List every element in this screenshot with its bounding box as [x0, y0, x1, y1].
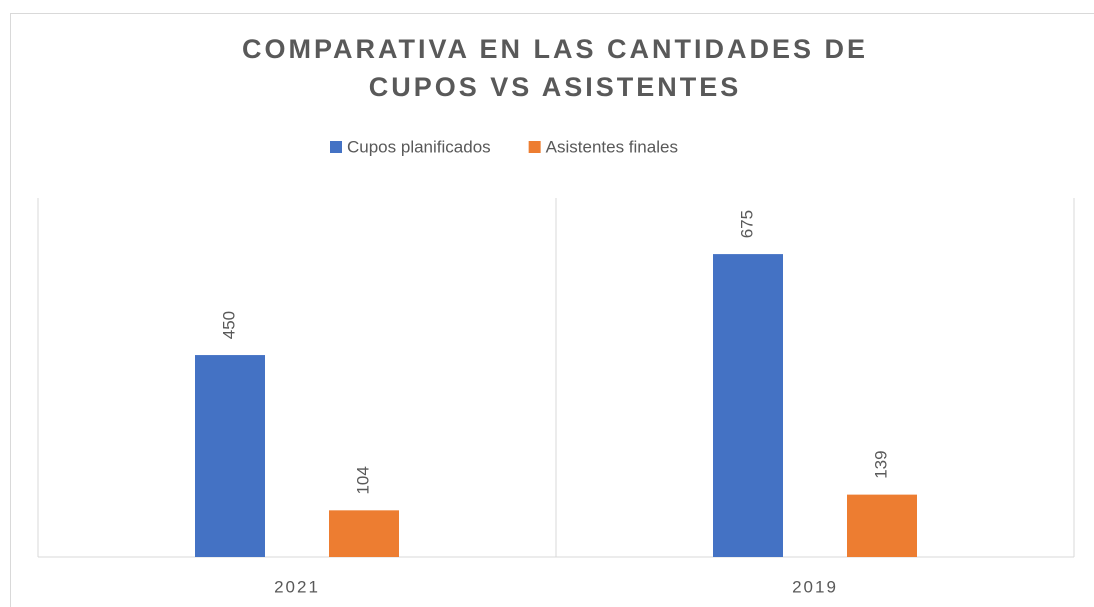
legend-swatch [330, 141, 342, 153]
x-tick-label: 2021 [274, 577, 320, 596]
data-label: 104 [353, 466, 372, 494]
legend-label: Cupos planificados [347, 137, 491, 156]
data-label: 450 [219, 311, 238, 339]
legend-label: Asistentes finales [546, 137, 678, 156]
bar [713, 254, 783, 557]
bar [847, 494, 917, 557]
data-label: 139 [871, 450, 890, 478]
legend-swatch [528, 141, 541, 153]
bar [329, 510, 399, 557]
data-label: 675 [737, 210, 756, 238]
bar [195, 355, 265, 557]
chart-border [10, 13, 1094, 607]
x-tick-label: 2019 [792, 577, 838, 596]
chart-title: COMPARATIVA EN LAS CANTIDADES DE CUPOS V… [241, 34, 868, 102]
